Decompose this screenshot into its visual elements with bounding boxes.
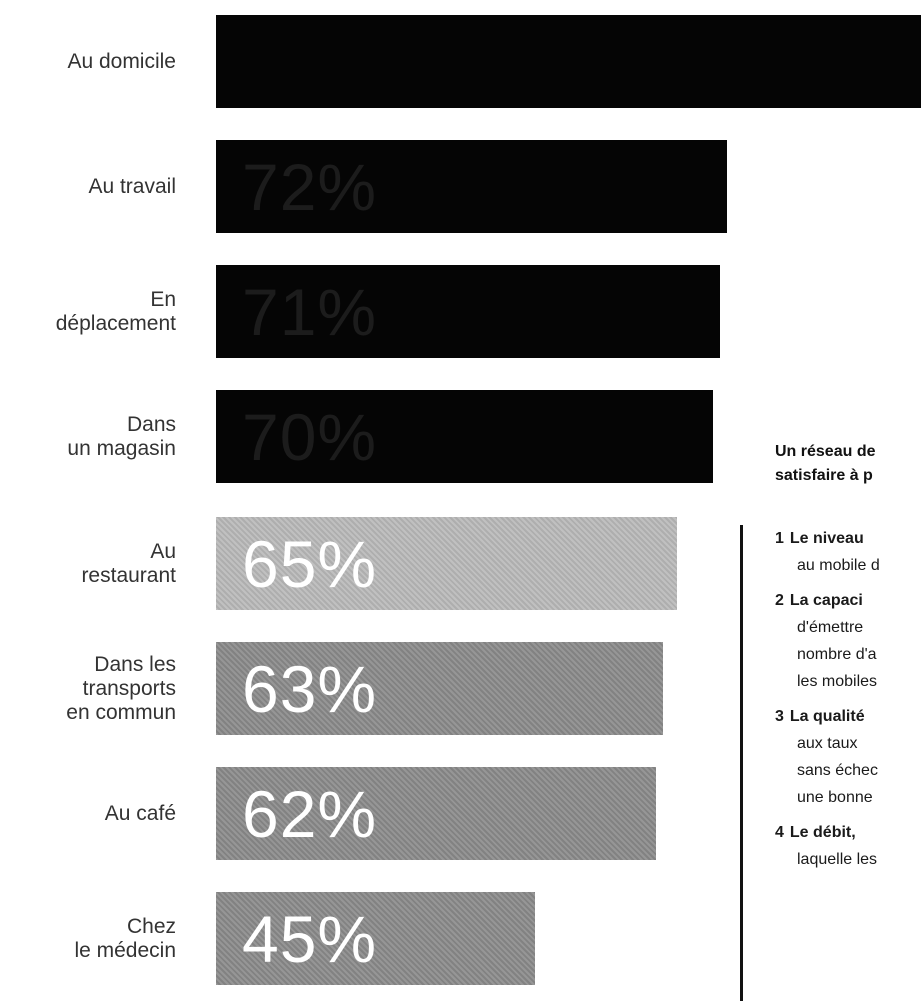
- side-item-line: une bonne: [797, 789, 873, 806]
- category-label-text: Au travail: [88, 174, 176, 198]
- category-label: Au café: [0, 767, 176, 860]
- bar: 65%: [216, 517, 677, 610]
- bar: 45%: [216, 892, 535, 985]
- bar: 62%: [216, 767, 656, 860]
- side-item-line: d'émettre: [797, 619, 864, 636]
- side-panel-item: 1 Le niveau au mobile d: [775, 525, 921, 579]
- category-label: Au restaurant: [0, 517, 176, 610]
- category-label: En déplacement: [0, 265, 176, 358]
- side-item-number: 4: [775, 824, 784, 841]
- category-label: Au domicile: [0, 15, 176, 108]
- category-label: Au travail: [0, 140, 176, 233]
- bar: 72%: [216, 140, 727, 233]
- side-panel-title-line-2: satisfaire à p: [775, 467, 873, 484]
- bar-value-label: 70%: [242, 399, 378, 474]
- bar: 63%: [216, 642, 663, 735]
- side-item-line: les mobiles: [797, 673, 878, 690]
- side-panel-rule: [740, 525, 743, 1001]
- side-item-number: 3: [775, 708, 784, 725]
- category-label-text: Au restaurant: [81, 539, 176, 587]
- bar-value-label: 72%: [242, 149, 378, 224]
- side-item-line: aux taux: [797, 735, 858, 752]
- side-item-lead: Le débit,: [789, 824, 856, 841]
- category-label: Chez le médecin: [0, 892, 176, 985]
- side-panel-title-line-1: Un réseau de: [775, 443, 876, 460]
- bar-value-label: 63%: [242, 651, 378, 726]
- side-item-line: nombre d'a: [797, 646, 877, 663]
- bar: 71%: [216, 265, 720, 358]
- side-panel-title: Un réseau de satisfaire à p: [775, 440, 921, 488]
- side-item-lead: Le niveau: [789, 530, 864, 547]
- category-label-text: Dans les transports en commun: [66, 652, 176, 724]
- side-item-number: 1: [775, 530, 784, 547]
- bar-value-label: 71%: [242, 274, 378, 349]
- side-panel-item: 4 Le débit, laquelle les: [775, 819, 921, 873]
- category-label-text: Au domicile: [67, 49, 176, 73]
- side-item-line: laquelle les: [797, 851, 878, 868]
- side-item-line: au mobile d: [797, 557, 880, 574]
- category-label-text: Dans un magasin: [67, 412, 176, 460]
- side-panel-list: 1 Le niveau au mobile d 2 La capaci d'émet…: [775, 525, 921, 881]
- side-item-number: 2: [775, 592, 784, 609]
- side-item-lead: La qualité: [789, 708, 865, 725]
- category-label-text: Chez le médecin: [74, 914, 176, 962]
- side-panel-item: 2 La capaci d'émettre nombre d'a les mobi…: [775, 587, 921, 695]
- side-item-line: sans échec: [797, 762, 878, 779]
- bar: 70%: [216, 390, 713, 483]
- category-label: Dans un magasin: [0, 390, 176, 483]
- category-label-text: Au café: [104, 801, 176, 825]
- side-panel: Un réseau de satisfaire à p 1 Le niveau a…: [735, 420, 921, 1001]
- bar-value-label: 65%: [242, 526, 378, 601]
- category-label: Dans les transports en commun: [0, 642, 176, 735]
- bar-value-label: 45%: [242, 901, 378, 976]
- category-label-text: En déplacement: [55, 287, 176, 335]
- bar: [216, 15, 921, 108]
- side-panel-item: 3 La qualité aux taux sans échec une bonn…: [775, 703, 921, 811]
- side-item-lead: La capaci: [789, 592, 863, 609]
- bar-value-label: 62%: [242, 776, 378, 851]
